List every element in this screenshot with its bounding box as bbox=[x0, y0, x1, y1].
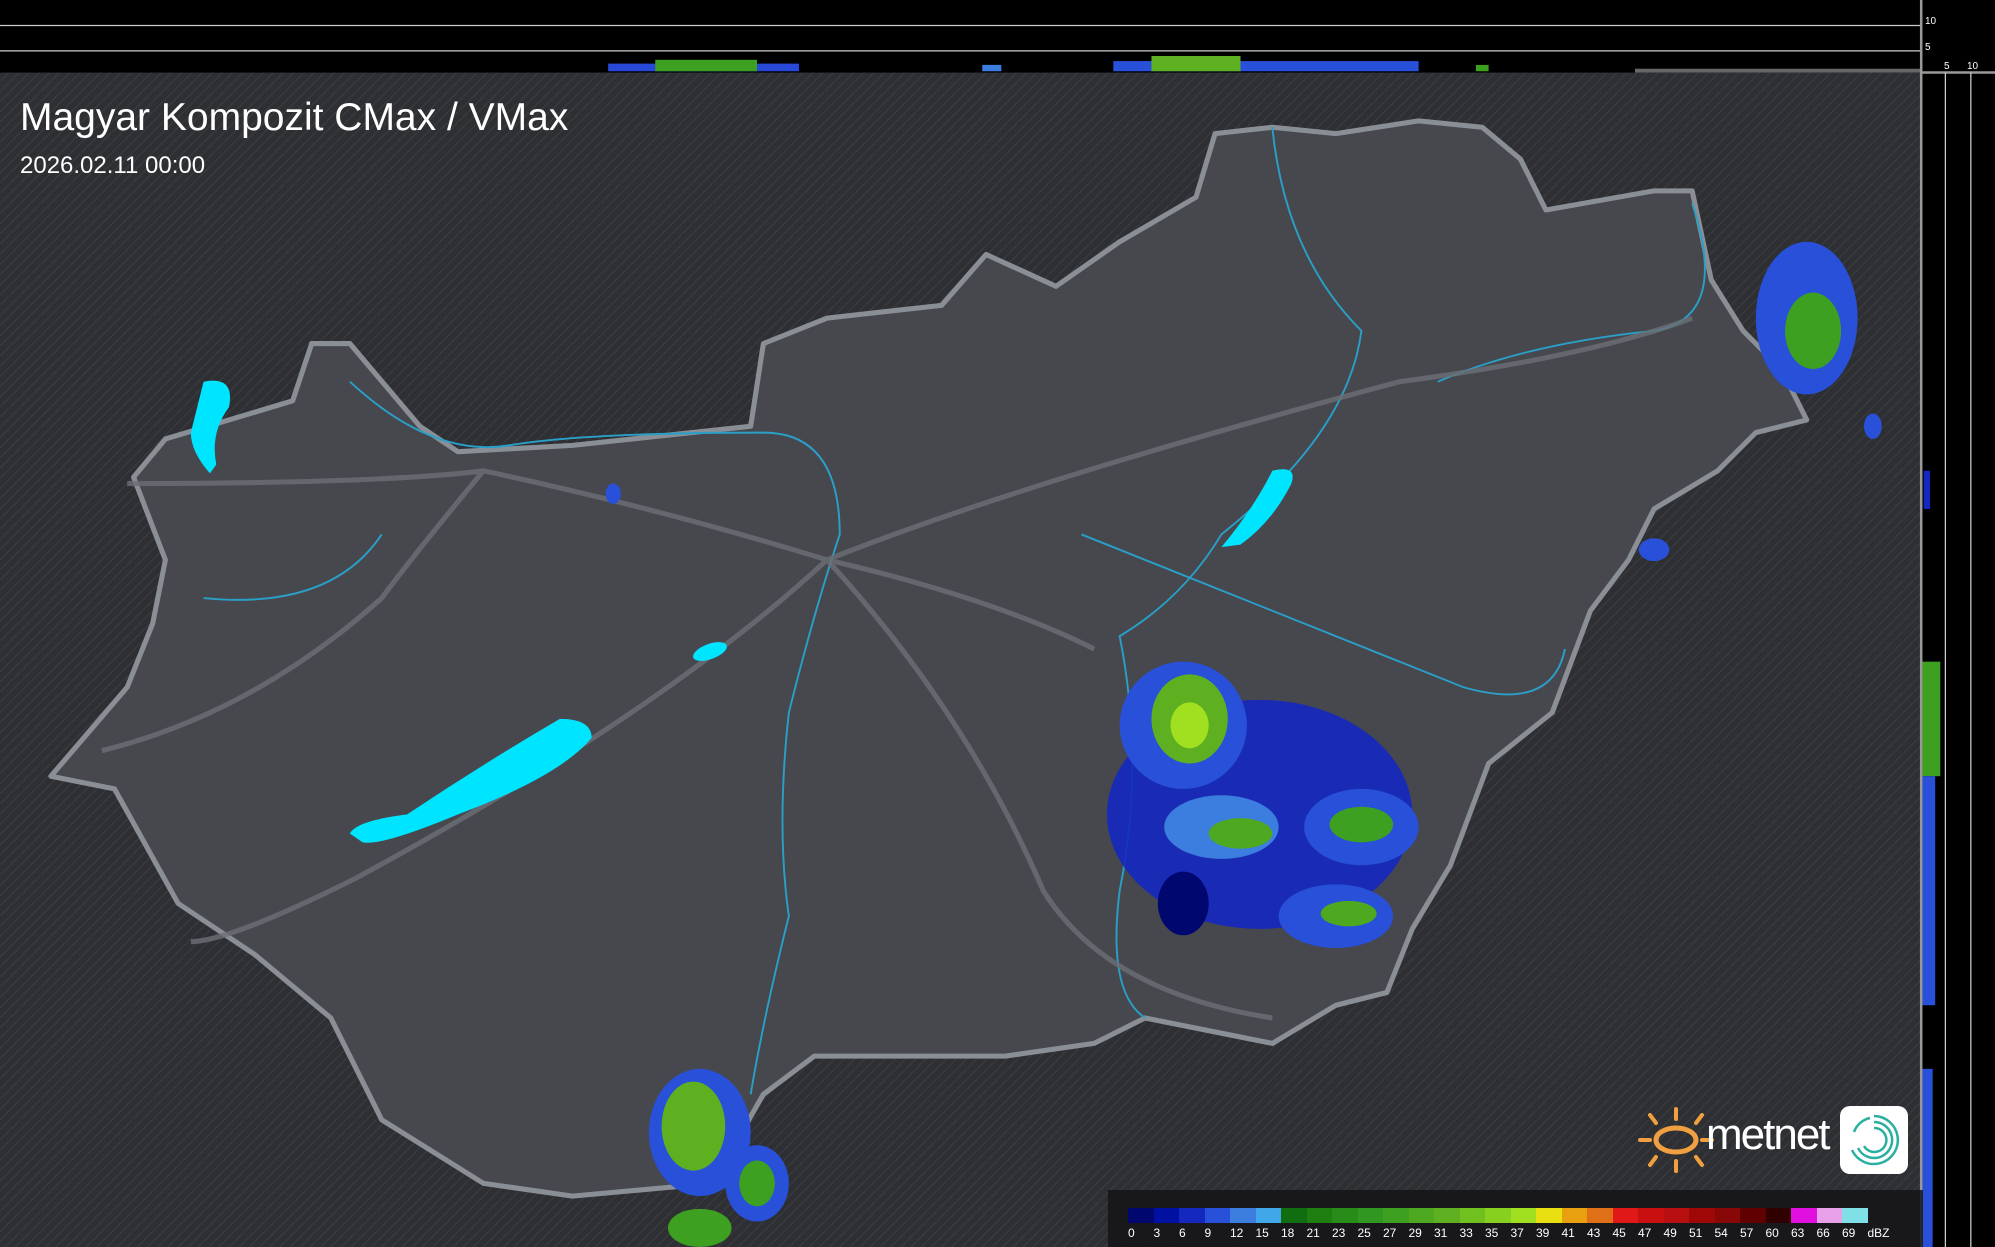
legend-swatch bbox=[1179, 1208, 1205, 1223]
roads bbox=[101, 315, 1694, 1021]
right-axis-label: 10 bbox=[1967, 61, 1979, 72]
legend-swatch bbox=[1536, 1208, 1562, 1223]
legend-swatch bbox=[1638, 1208, 1664, 1223]
metnet-logo: metnet bbox=[1636, 1105, 1831, 1180]
legend-swatch bbox=[1791, 1208, 1817, 1223]
legend-label: 39 bbox=[1536, 1226, 1550, 1240]
radar-app-icon bbox=[1840, 1106, 1908, 1174]
legend-label: 37 bbox=[1510, 1226, 1524, 1240]
legend-label: 12 bbox=[1230, 1226, 1244, 1240]
legend-label: 60 bbox=[1765, 1226, 1779, 1240]
legend-label: 31 bbox=[1434, 1226, 1448, 1240]
legend-label: 63 bbox=[1791, 1226, 1805, 1240]
legend-swatch bbox=[1306, 1208, 1332, 1223]
legend-swatch bbox=[1587, 1208, 1613, 1223]
top-axis-label: 5 bbox=[1925, 42, 1931, 53]
legend-swatch bbox=[1332, 1208, 1358, 1223]
legend-swatch bbox=[1459, 1208, 1485, 1223]
lake-tisza bbox=[1221, 469, 1293, 548]
legend-swatch bbox=[1510, 1208, 1536, 1223]
legend-label: 57 bbox=[1740, 1226, 1754, 1240]
right-axis-label: 5 bbox=[1944, 61, 1950, 72]
legend-swatch bbox=[1128, 1208, 1154, 1223]
legend-label: 9 bbox=[1204, 1226, 1212, 1240]
legend-swatch bbox=[1714, 1208, 1740, 1223]
legend-swatch bbox=[1281, 1208, 1307, 1223]
legend-label: 41 bbox=[1561, 1226, 1575, 1240]
legend-swatch bbox=[1816, 1208, 1842, 1223]
legend-label: 66 bbox=[1816, 1226, 1830, 1240]
legend-swatch bbox=[1357, 1208, 1383, 1223]
map-timestamp: 2026.02.11 00:00 bbox=[20, 152, 206, 179]
legend-swatch bbox=[1740, 1208, 1766, 1223]
legend-label: 45 bbox=[1612, 1226, 1626, 1240]
legend-swatch bbox=[1612, 1208, 1638, 1223]
legend-swatch bbox=[1383, 1208, 1409, 1223]
logo-text: metnet bbox=[1706, 1110, 1831, 1159]
legend-label: 18 bbox=[1281, 1226, 1295, 1240]
dbz-legend: 0 3 6 9 12 15 18 21 23 25 27 29 31 33 35 37 39 41 43 45 47 49… bbox=[1108, 1190, 1923, 1247]
lake-velence bbox=[693, 642, 727, 661]
legend-label: 69 bbox=[1842, 1226, 1856, 1240]
right-profile bbox=[1921, 0, 1995, 1247]
sun-icon bbox=[1638, 1107, 1714, 1173]
top-axis-label: 10 bbox=[1925, 16, 1937, 27]
legend-swatch bbox=[1230, 1208, 1256, 1223]
top-profile bbox=[0, 0, 1922, 73]
legend-swatch bbox=[1434, 1208, 1460, 1223]
legend-swatch bbox=[1689, 1208, 1715, 1223]
lake-balaton bbox=[349, 718, 592, 843]
legend-label: 33 bbox=[1459, 1226, 1473, 1240]
legend-label: 27 bbox=[1383, 1226, 1397, 1240]
legend-swatch bbox=[1153, 1208, 1179, 1223]
legend-swatch bbox=[1255, 1208, 1281, 1223]
legend-label: 23 bbox=[1332, 1226, 1346, 1240]
legend-swatch bbox=[1842, 1208, 1868, 1223]
legend-swatch bbox=[1663, 1208, 1689, 1223]
map-title: Magyar Kompozit CMax / VMax bbox=[20, 96, 569, 139]
legend-label: 6 bbox=[1179, 1226, 1186, 1240]
legend-label: 54 bbox=[1714, 1226, 1728, 1240]
legend-label: 49 bbox=[1663, 1226, 1677, 1240]
radar-echoes bbox=[605, 241, 1882, 1247]
legend-label: 21 bbox=[1306, 1226, 1320, 1240]
legend-label: 15 bbox=[1255, 1226, 1269, 1240]
legend-label: 35 bbox=[1485, 1226, 1499, 1240]
rivers bbox=[203, 127, 1706, 1095]
lake-ferto bbox=[190, 380, 231, 474]
legend-label: 47 bbox=[1638, 1226, 1652, 1240]
legend-label: 43 bbox=[1587, 1226, 1601, 1240]
legend-swatch bbox=[1561, 1208, 1587, 1223]
legend-labels: 0 3 6 9 12 15 18 21 23 25 27 29 31 33 35 37 39 41 43 45 47 49… bbox=[1128, 1226, 1893, 1240]
legend-unit: dBZ bbox=[1867, 1226, 1890, 1240]
legend-label: 3 bbox=[1153, 1226, 1161, 1240]
legend-color-bar bbox=[1128, 1208, 1868, 1223]
legend-label: 29 bbox=[1408, 1226, 1422, 1240]
legend-swatch bbox=[1765, 1208, 1791, 1223]
legend-label: 25 bbox=[1357, 1226, 1371, 1240]
legend-swatch bbox=[1408, 1208, 1434, 1223]
legend-label: 0 bbox=[1128, 1226, 1135, 1240]
legend-swatch bbox=[1204, 1208, 1230, 1223]
legend-label: 51 bbox=[1689, 1226, 1703, 1240]
lakes bbox=[190, 380, 1293, 843]
legend-swatch bbox=[1485, 1208, 1511, 1223]
